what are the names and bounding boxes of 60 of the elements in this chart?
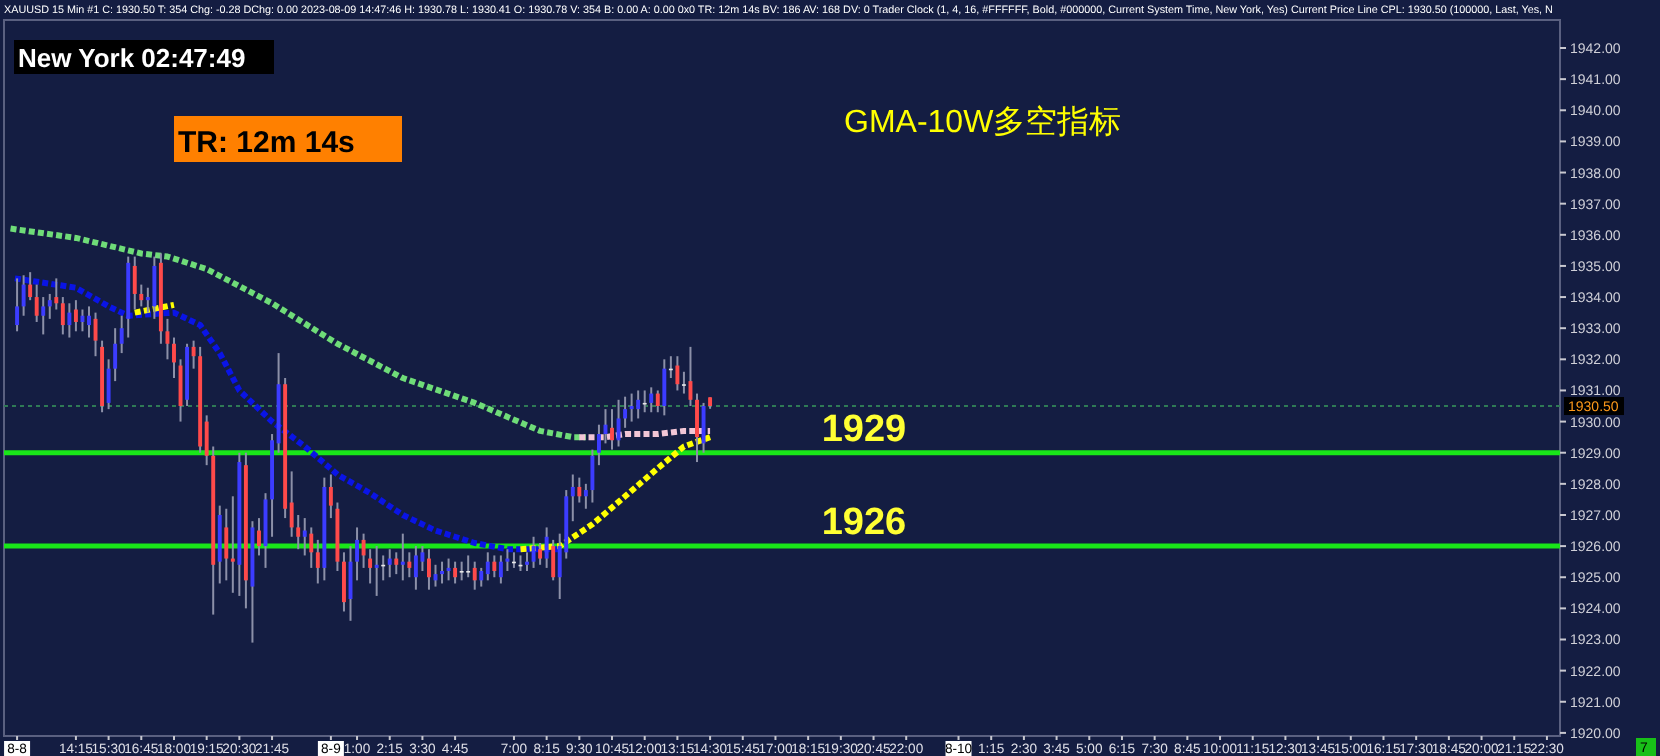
candlestick [224, 507, 229, 582]
line-series [7, 225, 589, 441]
candlestick [531, 535, 536, 569]
candlestick [479, 566, 484, 588]
candlestick [570, 473, 575, 523]
candlestick [446, 557, 451, 582]
candlestick [315, 538, 320, 585]
candlestick [41, 296, 46, 336]
candlestick [21, 274, 26, 317]
annotation: GMA-10W多空指标 [844, 104, 1122, 140]
candlestick [132, 255, 137, 311]
candlestick [655, 389, 660, 414]
candlestick [485, 551, 490, 582]
candlestick [28, 271, 33, 302]
candlestick [675, 355, 680, 392]
candlestick [413, 545, 418, 591]
candlestick [440, 560, 444, 585]
candlestick [701, 401, 706, 454]
candlestick [492, 554, 497, 579]
candlestick [394, 551, 399, 576]
candlestick [400, 532, 405, 582]
annotation: TR: 12m 14s [178, 125, 355, 160]
annotation: New York 02:47:49 [18, 42, 246, 73]
candlestick [662, 358, 667, 417]
candlestick [642, 389, 647, 414]
candlestick [54, 277, 59, 311]
candlestick [73, 299, 78, 333]
candlestick [649, 386, 654, 414]
candlestick [472, 560, 477, 591]
candlestick [629, 392, 634, 423]
candlestick [309, 526, 314, 569]
candlestick [217, 504, 222, 585]
candlestick [257, 517, 261, 557]
candlestick [453, 560, 458, 585]
candlestick [616, 398, 621, 448]
candlestick [636, 389, 641, 420]
candlestick [466, 554, 471, 579]
candlestick [374, 545, 379, 597]
candlestick [681, 370, 686, 395]
candlestick [577, 476, 582, 504]
candlestick [498, 554, 503, 585]
candlestick [60, 296, 65, 336]
candlestick [387, 548, 392, 579]
candlestick [15, 277, 20, 333]
candlestick [87, 305, 91, 339]
candlestick [590, 448, 595, 504]
candlestick [610, 408, 614, 451]
candlestick [538, 541, 543, 566]
ref-line-label: 1926 [821, 502, 907, 545]
candlestick [80, 308, 85, 333]
candlestick [342, 551, 346, 613]
candlestick [67, 302, 72, 339]
candlestick [152, 255, 157, 320]
ref-line-label: 1929 [821, 408, 907, 451]
candlestick [525, 551, 529, 573]
candlestick [427, 548, 431, 591]
candlestick [172, 336, 176, 379]
candlestick [459, 560, 464, 582]
candlestick [230, 495, 235, 594]
candlestick [695, 392, 699, 464]
